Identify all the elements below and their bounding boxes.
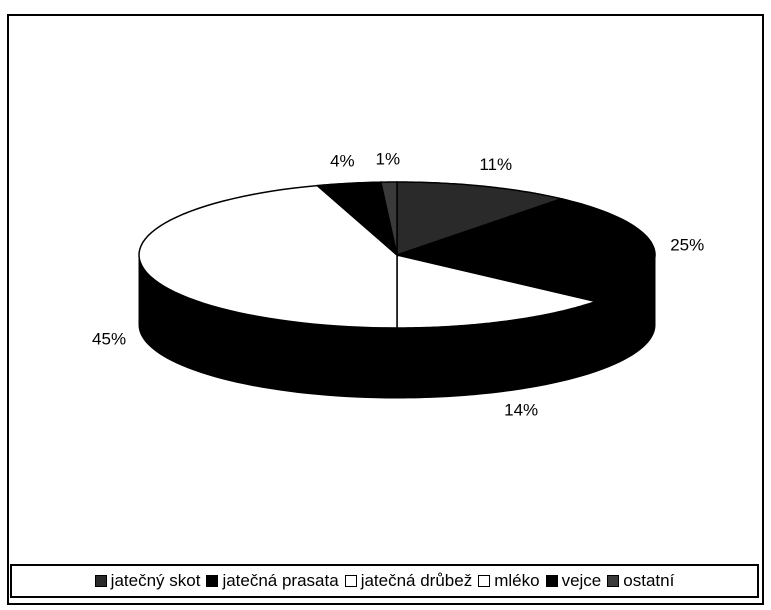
legend-label: mléko: [494, 571, 540, 590]
legend-swatch: [545, 575, 558, 587]
legend-item: mléko: [478, 571, 540, 591]
pie-slice: [379, 181, 398, 256]
pie-slice: [138, 184, 398, 329]
pie-slice: [394, 198, 656, 303]
legend-item: ostatní: [607, 571, 674, 591]
legend-swatch: [344, 575, 357, 587]
legend-label: vejce: [561, 571, 602, 590]
legend-label: jatečná drůbež: [360, 571, 473, 590]
data-label: 45%: [92, 329, 126, 348]
pie-slice: [396, 181, 565, 257]
data-label: 1%: [376, 150, 401, 169]
legend-swatch: [94, 575, 107, 587]
legend-swatch: [206, 575, 219, 587]
pie-slice: [396, 254, 599, 329]
data-label: 25%: [670, 236, 704, 255]
legend-item: jatečná prasata: [206, 571, 339, 591]
legend: jatečný skot jatečná prasata jatečná drůbe…: [10, 564, 759, 598]
pie-tops: [138, 181, 656, 329]
legend-item: jatečná drůbež: [344, 571, 473, 591]
data-label: 14%: [504, 400, 538, 419]
legend-swatch: [607, 575, 620, 587]
legend-item: jatečný skot: [94, 571, 201, 591]
legend-item: vejce: [545, 571, 602, 591]
data-label: 11%: [479, 155, 512, 174]
data-label: 4%: [330, 151, 355, 170]
data-labels: 11% 25% 14% 45% 4% 1%: [92, 150, 704, 420]
legend-swatch: [478, 575, 491, 587]
chart-border: [7, 14, 764, 605]
legend-label: jatečný skot: [110, 571, 201, 590]
pie-slice: [315, 181, 399, 258]
legend-label: jatečná prasata: [222, 571, 339, 590]
legend-label: ostatní: [623, 571, 675, 590]
